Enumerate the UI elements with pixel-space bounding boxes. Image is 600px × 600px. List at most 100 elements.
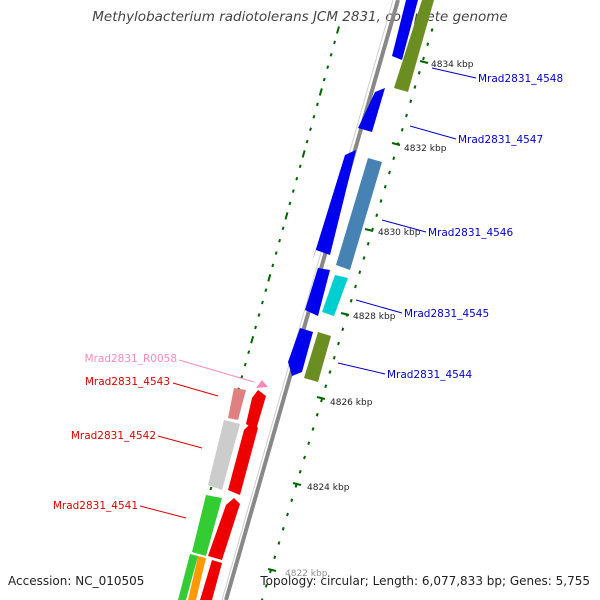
guide-dot [333,40,337,45]
gene-mrad2831-4543-feature[interactable] [228,388,246,420]
gene-mrad2831-4544-cds[interactable] [288,328,313,376]
tick-4822 [267,568,277,572]
gene-mrad2831-4541-cds[interactable] [208,498,240,560]
guide-dot [267,274,272,282]
inner-guide-dot [337,341,340,346]
guide-dot [288,201,292,206]
guide-dot [318,88,323,96]
inner-guide-dot [413,85,417,89]
tick-4834 [419,60,429,64]
guide-dot [243,362,247,367]
gene-next-feature[interactable] [188,556,206,600]
guide-dot [209,486,213,491]
guide-dot [260,300,264,305]
inner-guide-dot [328,370,332,374]
gene-next-cds[interactable] [200,560,222,600]
inner-guide-dot [392,156,396,161]
gene-label-4544[interactable]: Mrad2831_4544 [387,369,472,381]
gene-label-4548[interactable]: Mrad2831_4548 [478,73,563,85]
gene-mrad2831-r0058-rna[interactable] [256,380,268,388]
forward-strand [288,0,434,382]
gene-label-r0058[interactable]: Mrad2831_R0058 [85,353,177,365]
gene-label-4546[interactable]: Mrad2831_4546 [428,227,513,239]
inner-guide-dot [354,284,357,289]
scale-label-4834: 4834 kbp [431,60,474,70]
inner-guide-dot [341,327,345,332]
leader-4546 [381,219,427,233]
gene-mrad2831-4545-feature[interactable] [322,275,348,316]
inner-guide-dot [426,42,430,47]
scale-ticks [267,60,429,572]
guide-dot [284,212,289,220]
guide-dot [274,251,278,255]
gene-mrad2831-4548-cds[interactable] [392,0,418,60]
leader-4542 [157,435,203,449]
inner-guide-dot [366,241,370,246]
tick-4824 [292,482,302,486]
inner-guide-dot [417,70,421,75]
gene-mrad2831-4546-cds[interactable] [312,150,356,262]
guide-dot [326,65,330,69]
scale-label-4824: 4824 kbp [307,483,350,493]
gene-mrad2831-4545-cds[interactable] [305,268,330,316]
gene-mrad2831-4542-cds[interactable] [228,422,258,495]
gene-label-4541[interactable]: Mrad2831_4541 [53,500,138,512]
guide-dot [264,288,268,293]
leader-4545 [355,299,403,314]
topology-label: Topology: circular; Length: 6,077,833 bp… [260,574,590,588]
inner-guide-dot [286,512,289,517]
inner-guide-dot [332,355,336,360]
guide-dot [322,77,326,82]
gene-mrad2831-4546-feature[interactable] [336,158,382,270]
guide-dot [301,150,306,158]
inner-guide-dot [358,270,362,275]
leader-4544 [337,362,386,375]
inner-guide-dot [349,298,353,303]
inner-guide-dot [311,427,315,431]
inner-guide-dot [383,184,387,189]
inner-guide-dot [405,113,408,118]
gene-labels: Mrad2831_4548 Mrad2831_4547 Mrad2831_454… [53,73,563,512]
leader-r0058 [178,359,255,383]
inner-guide-dot [303,455,306,460]
leader-4547 [409,125,457,140]
gene-label-4545[interactable]: Mrad2831_4545 [404,308,489,320]
leader-4543 [172,382,219,397]
leader-4548 [431,67,477,79]
inner-guide-dot [430,28,434,32]
gene-mrad2831-4541-feature[interactable] [192,495,222,556]
gene-mrad2831-4544-feature[interactable] [304,332,331,382]
gene-label-4542[interactable]: Mrad2831_4542 [71,430,156,442]
inner-guide-dot [375,213,379,218]
gene-mrad2831-4548-feature[interactable] [394,0,434,92]
inner-guide-dot [320,398,323,403]
guide-dot [309,127,312,131]
inner-guide-dot [315,412,319,417]
gene-label-4543[interactable]: Mrad2831_4543 [85,376,170,388]
scale-label-4830: 4830 kbp [378,228,421,238]
guide-dot [247,350,251,354]
scale-labels: 4834 kbp 4832 kbp 4830 kbp 4828 kbp 4826… [285,60,474,579]
tick-4828 [340,312,350,316]
guide-dot [336,26,340,34]
guide-dot [254,325,258,330]
guide-dot [295,176,299,181]
inner-guide-dot [277,541,281,545]
inner-guide-dot [409,99,413,104]
inner-guide-dot [362,256,366,260]
gene-mrad2831-4543-cds[interactable] [246,390,266,430]
gene-next-feature-2[interactable] [178,554,198,600]
guide-dot [312,114,316,119]
guide-dot [281,226,285,231]
genome-backbone-inner [221,0,394,600]
gene-mrad2831-4547-cds[interactable] [358,88,385,132]
scale-label-4832: 4832 kbp [404,144,447,154]
guide-dot [329,52,333,57]
inner-guide-dot [294,484,298,488]
inner-guide-dot [260,598,264,600]
inner-guide-dot [400,127,404,132]
guide-dot [291,189,295,193]
gene-label-4547[interactable]: Mrad2831_4547 [458,134,543,146]
gene-mrad2831-4542-feature[interactable] [208,420,240,490]
